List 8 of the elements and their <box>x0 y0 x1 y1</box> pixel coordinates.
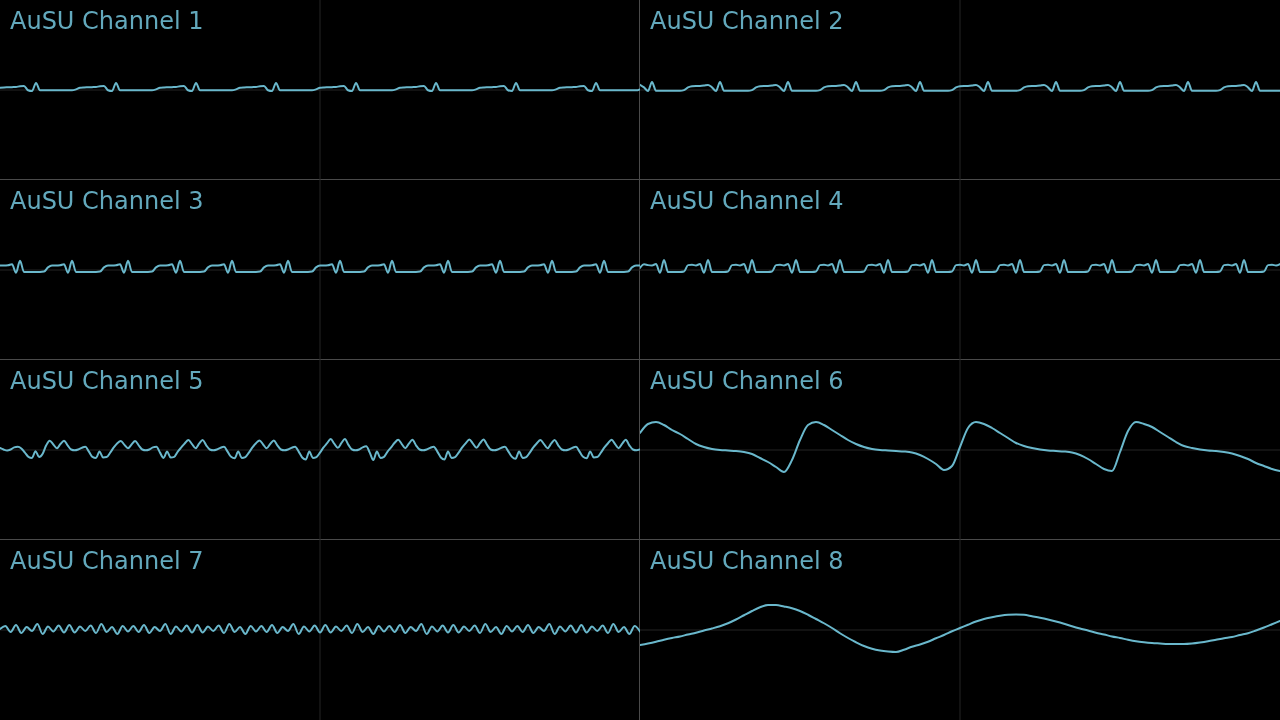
chart-title: AuSU Channel 3 <box>10 187 204 215</box>
chart-title: AuSU Channel 4 <box>650 187 844 215</box>
chart-title: AuSU Channel 2 <box>650 7 844 35</box>
chart-title: AuSU Channel 8 <box>650 547 844 575</box>
chart-title: AuSU Channel 1 <box>10 7 204 35</box>
chart-title: AuSU Channel 6 <box>650 367 844 395</box>
chart-title: AuSU Channel 7 <box>10 547 204 575</box>
chart-title: AuSU Channel 5 <box>10 367 204 395</box>
